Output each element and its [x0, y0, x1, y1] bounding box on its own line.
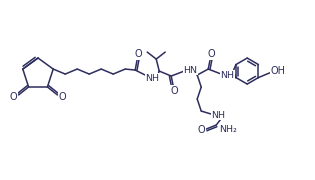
- Text: O: O: [10, 92, 17, 102]
- Text: NH₂: NH₂: [219, 125, 237, 134]
- Text: O: O: [207, 49, 215, 59]
- Text: NH: NH: [211, 111, 225, 120]
- Text: NH: NH: [220, 71, 234, 80]
- Text: O: O: [59, 92, 66, 102]
- Text: O: O: [135, 49, 142, 59]
- Text: HN: HN: [183, 66, 197, 75]
- Text: O: O: [170, 86, 178, 96]
- Text: O: O: [198, 125, 205, 135]
- Text: NH: NH: [145, 74, 159, 83]
- Text: OH: OH: [271, 66, 286, 76]
